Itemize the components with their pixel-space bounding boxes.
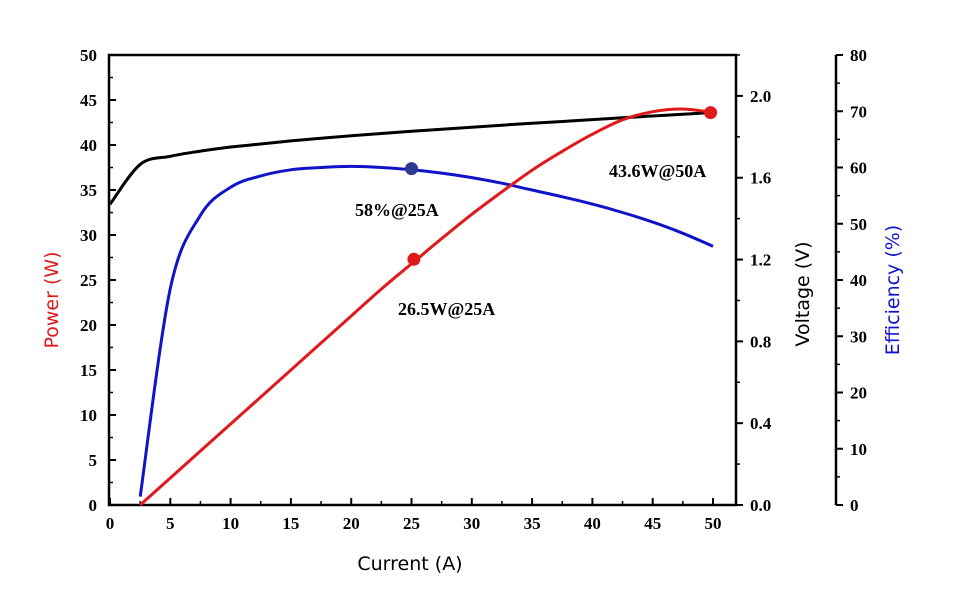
power-tick-label: 0 (89, 496, 98, 515)
efficiency-marker (405, 162, 418, 176)
efficiency-tick-label: 10 (850, 440, 867, 459)
plot-area: 0 5 10 15 20 25 30 35 40 45 50 0 5 10 15 20 25 30 35 40 45 50… (80, 46, 867, 533)
efficiency-tick-label: 50 (850, 215, 867, 234)
annotation-power-50a: 43.6W@50A (609, 161, 706, 181)
power-tick-label: 15 (80, 361, 97, 380)
efficiency-tick-label: 60 (850, 159, 867, 178)
voltage-tick-label: 1.2 (750, 251, 771, 270)
efficiency-tick-label: 80 (850, 46, 867, 65)
power-tick-label: 30 (80, 226, 97, 245)
power-tick-label: 20 (80, 316, 97, 335)
efficiency-tick-label: 20 (850, 384, 867, 403)
power-tick-label: 5 (89, 451, 98, 470)
power-tick-label: 25 (80, 271, 97, 290)
power-axis-title: Power (W) (41, 251, 63, 348)
power-series-line (139, 107, 714, 507)
x-tick-label: 40 (584, 514, 601, 533)
voltage-tick-label: 0.8 (750, 332, 771, 351)
voltage-tick-label: 0.0 (750, 496, 771, 515)
voltage-tick-label: 2.0 (750, 87, 771, 106)
x-tick-label: 30 (463, 514, 480, 533)
power-tick-label: 40 (80, 136, 97, 155)
power-marker (704, 106, 718, 120)
x-tick-label: 50 (705, 514, 722, 533)
x-tick-label: 15 (282, 514, 299, 533)
voltage-series-line (108, 110, 714, 206)
voltage-tick-label: 0.4 (750, 414, 772, 433)
efficiency-axis-title: Efficiency (%) (882, 225, 904, 355)
efficiency-tick-label: 70 (850, 102, 867, 121)
x-tick-label: 10 (222, 514, 239, 533)
x-tick-label: 25 (403, 514, 420, 533)
x-tick-label: 35 (524, 514, 541, 533)
x-tick-label: 20 (343, 514, 360, 533)
annotation-power-25a: 26.5W@25A (398, 299, 495, 319)
efficiency-tick-label: 30 (850, 327, 867, 346)
power-tick-label: 45 (80, 91, 97, 110)
power-tick-label: 10 (80, 406, 97, 425)
x-tick-label: 45 (644, 514, 661, 533)
annotation-efficiency-25a: 58%@25A (355, 200, 439, 220)
power-marker (407, 252, 421, 266)
power-tick-label: 35 (80, 181, 97, 200)
voltage-axis-title: Voltage (V) (792, 241, 814, 346)
x-tick-label: 5 (166, 514, 175, 533)
x-tick-label: 0 (106, 514, 115, 533)
voltage-tick-label: 1.6 (750, 169, 771, 188)
efficiency-tick-label: 40 (850, 271, 867, 290)
plot-frame (107, 53, 738, 507)
efficiency-tick-label: 0 (850, 496, 859, 515)
x-axis-title: Current (A) (357, 553, 462, 575)
power-tick-label: 50 (80, 46, 97, 65)
